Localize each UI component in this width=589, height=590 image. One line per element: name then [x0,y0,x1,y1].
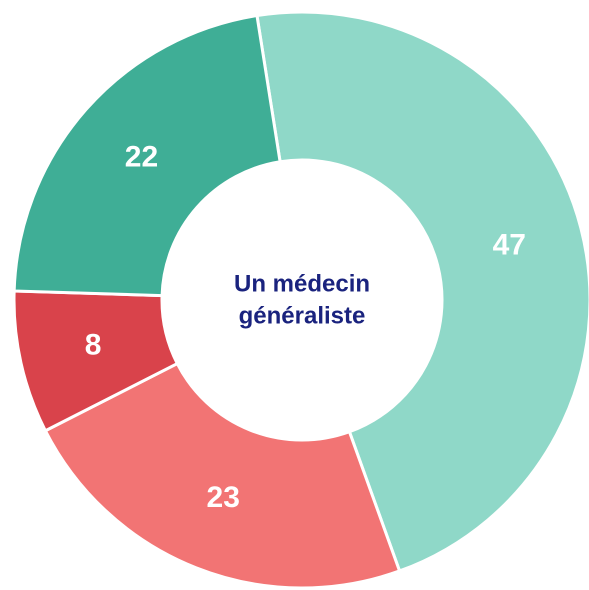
value-label: 22 [125,140,158,173]
donut-segment [255,10,589,573]
donut-segment [43,361,402,590]
center-label: Un médecin [234,270,370,297]
donut-segment [12,13,282,298]
value-label: 8 [85,329,102,362]
value-label: 23 [207,481,240,514]
value-label: 47 [493,229,526,262]
center-label: généraliste [239,302,366,329]
